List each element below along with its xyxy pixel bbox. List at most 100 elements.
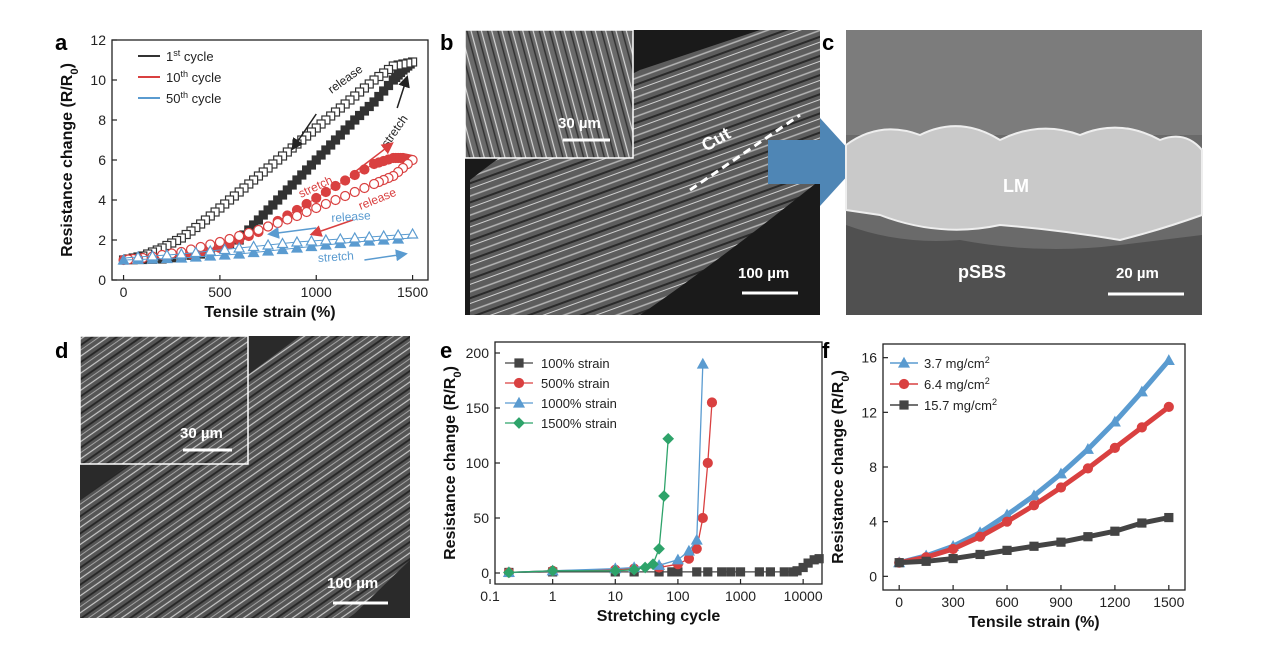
y-tick-label: 200 bbox=[466, 345, 490, 361]
x-tick-label: 0 bbox=[895, 594, 903, 610]
data-point bbox=[301, 206, 312, 218]
data-point bbox=[290, 241, 303, 253]
y-tick-label: 150 bbox=[466, 400, 490, 416]
data-point bbox=[330, 180, 341, 192]
data-point bbox=[392, 228, 405, 240]
data-point bbox=[647, 558, 659, 571]
data-point bbox=[204, 244, 217, 256]
y-tick-label: 0 bbox=[98, 272, 106, 288]
legend-marker bbox=[513, 377, 525, 389]
data-point bbox=[921, 556, 931, 566]
data-point bbox=[117, 253, 130, 265]
data-point bbox=[340, 190, 351, 202]
data-point bbox=[263, 205, 273, 215]
data-point bbox=[1109, 442, 1120, 453]
y-tick-label: 8 bbox=[98, 112, 106, 128]
data-point bbox=[349, 169, 360, 181]
data-point bbox=[233, 247, 246, 259]
data-point bbox=[320, 198, 331, 210]
data-point bbox=[214, 236, 226, 248]
data-point bbox=[682, 544, 695, 556]
annotation-arrow bbox=[364, 249, 408, 262]
data-point bbox=[754, 567, 764, 577]
panel-label-b: b bbox=[440, 30, 453, 55]
data-point bbox=[628, 563, 640, 576]
y-tick-label: 8 bbox=[869, 459, 877, 475]
y-tick-label: 100 bbox=[466, 455, 490, 471]
legend-marker bbox=[514, 358, 524, 368]
y-tick-label: 0 bbox=[481, 565, 489, 581]
panel-label-d: d bbox=[55, 338, 68, 363]
y-axis-label: Resistance change (R/R0) bbox=[830, 370, 852, 564]
y-tick-label: 4 bbox=[869, 514, 877, 530]
data-point bbox=[359, 182, 370, 194]
panel-label-f: f bbox=[822, 338, 830, 363]
data-point bbox=[1029, 541, 1039, 551]
data-point bbox=[814, 554, 824, 564]
data-point bbox=[247, 246, 260, 258]
y-tick-label: 2 bbox=[98, 232, 106, 248]
data-point bbox=[276, 237, 289, 249]
y-tick-label: 12 bbox=[861, 404, 877, 420]
annotation-arrow bbox=[291, 113, 317, 151]
y-axis-label: Resistance change (R/R0) bbox=[442, 366, 464, 560]
data-point bbox=[779, 567, 789, 577]
data-point bbox=[1164, 512, 1174, 523]
cut-line bbox=[689, 113, 801, 192]
data-point bbox=[703, 567, 713, 577]
data-point bbox=[974, 531, 986, 542]
data-point bbox=[319, 233, 332, 245]
annotation-label: release bbox=[331, 208, 372, 225]
x-tick-label: 500 bbox=[208, 284, 232, 300]
x-tick-label: 0.1 bbox=[480, 588, 500, 604]
data-point bbox=[189, 246, 202, 258]
data-point bbox=[292, 175, 302, 185]
data-point bbox=[1163, 401, 1174, 412]
data-point bbox=[1027, 489, 1041, 501]
data-point bbox=[1081, 442, 1094, 454]
legend-label: 6.4 mg/cm2 bbox=[924, 376, 990, 392]
legend-label: 15.7 mg/cm2 bbox=[924, 397, 997, 413]
data-point bbox=[374, 91, 384, 102]
legend-label: 10th cycle bbox=[166, 69, 221, 85]
data-point bbox=[692, 567, 702, 577]
chart-e: 0.1 1 10 100 1000 10000 0 50 100 150 200 Stretching… bbox=[442, 341, 824, 625]
transition-arrow bbox=[768, 118, 860, 206]
data-point bbox=[349, 186, 360, 198]
data-point bbox=[377, 229, 390, 241]
data-point bbox=[316, 150, 326, 160]
data-point bbox=[697, 512, 708, 524]
panel-label-e: e bbox=[440, 338, 452, 363]
series-line bbox=[898, 404, 1171, 566]
series-line bbox=[508, 438, 669, 574]
data-point bbox=[334, 232, 347, 244]
annotation-arrow bbox=[354, 142, 394, 173]
data-point bbox=[282, 185, 292, 195]
y-tick-label: 10 bbox=[90, 72, 106, 88]
data-point bbox=[262, 244, 275, 256]
data-point bbox=[369, 97, 379, 107]
data-point bbox=[1056, 537, 1066, 547]
x-tick-label: 600 bbox=[995, 594, 1019, 610]
data-point bbox=[305, 234, 318, 246]
legend-marker bbox=[513, 417, 525, 429]
data-point bbox=[262, 238, 275, 250]
data-point bbox=[368, 178, 380, 190]
data-point bbox=[131, 250, 145, 262]
sem-inset-b bbox=[464, 29, 634, 159]
data-point bbox=[273, 195, 283, 205]
data-point bbox=[706, 397, 718, 408]
data-point bbox=[1054, 467, 1067, 479]
data-point bbox=[218, 248, 231, 260]
data-point bbox=[765, 567, 776, 577]
data-point bbox=[311, 192, 322, 204]
data-point bbox=[691, 543, 702, 554]
x-tick-label: 1000 bbox=[725, 588, 756, 604]
data-point bbox=[363, 230, 376, 242]
legend-marker bbox=[898, 378, 910, 390]
legend-label: 500% strain bbox=[541, 376, 610, 391]
data-point bbox=[311, 202, 322, 214]
y-tick-label: 12 bbox=[90, 32, 106, 48]
data-point bbox=[948, 543, 959, 555]
